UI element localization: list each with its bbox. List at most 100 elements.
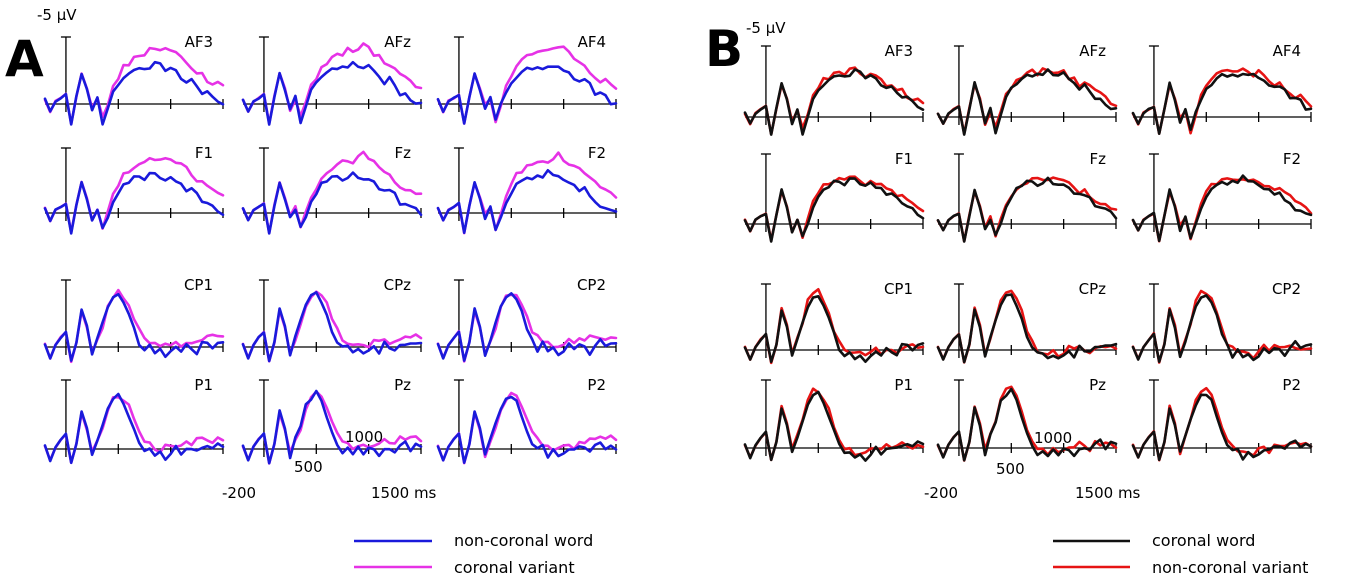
electrode-label: F1 <box>895 150 913 168</box>
electrode-plot-cp2: CP2 <box>1131 280 1313 364</box>
trace-posterior-non-coronal-word <box>241 291 423 363</box>
panel-letter-b: B <box>705 20 743 78</box>
panel-b-time-label-1000: 1000 <box>1034 429 1072 447</box>
electrode-label: AFz <box>1079 42 1106 60</box>
panel-b-amplitude-label: -5 µV <box>746 19 786 37</box>
electrode-label: CPz <box>1079 280 1107 298</box>
trace-frontal-non-coronal-word <box>241 171 423 235</box>
electrode-plot-cp1: CP1 <box>43 276 225 364</box>
electrode-plot-p2: P2 <box>1131 376 1313 462</box>
panel-b-time-label-start: -200 <box>924 484 958 502</box>
electrode-label: CP1 <box>184 276 213 294</box>
electrode-plot-fz: Fz <box>936 150 1118 243</box>
electrode-plot-af3: AF3 <box>43 33 225 126</box>
trace-posterior-coronal-word <box>936 387 1118 462</box>
trace-frontal-non-coronal-variant <box>936 176 1118 243</box>
electrode-plot-fz: Fz <box>241 144 423 235</box>
electrode-plot-f1: F1 <box>743 150 925 243</box>
electrode-plot-cpz: CPz <box>241 276 423 363</box>
electrode-label: Fz <box>394 144 411 162</box>
electrode-label: P2 <box>1282 376 1301 394</box>
electrode-label: CPz <box>384 276 412 294</box>
panel-a-legend: non-coronal word coronal variant <box>354 531 593 577</box>
electrode-plot-af4: AF4 <box>436 33 618 125</box>
panel-a-time-label-1000: 1000 <box>345 428 383 446</box>
trace-frontal-non-coronal-word <box>436 65 618 125</box>
electrode-plot-afz: AFz <box>241 33 423 126</box>
electrode-plot-f1: F1 <box>43 144 225 235</box>
panel-a-amplitude-label: -5 µV <box>37 6 77 24</box>
legend-b-label-1: non-coronal variant <box>1152 558 1308 577</box>
trace-posterior-non-coronal-word <box>436 395 618 464</box>
electrode-label: CP2 <box>577 276 606 294</box>
electrode-label: AF4 <box>578 33 606 51</box>
trace-frontal-coronal-word <box>936 176 1118 243</box>
legend-a-label-1: coronal variant <box>454 558 575 577</box>
trace-posterior-non-coronal-variant <box>743 288 925 365</box>
electrode-plot-af3: AF3 <box>743 42 925 136</box>
electrode-label: F2 <box>588 144 606 162</box>
electrode-label: P2 <box>587 376 606 394</box>
panel-b-time-label-end: 1500 ms <box>1075 484 1141 502</box>
trace-posterior-non-coronal-variant <box>743 387 925 462</box>
electrode-plot-p1: P1 <box>743 376 925 462</box>
trace-frontal-coronal-word <box>1131 174 1313 243</box>
electrode-label: AFz <box>384 33 411 51</box>
trace-frontal-non-coronal-word <box>43 171 225 235</box>
trace-frontal-non-coronal-word <box>436 169 618 234</box>
trace-frontal-non-coronal-variant <box>1131 177 1313 243</box>
electrode-label: AF3 <box>885 42 913 60</box>
electrode-label: F1 <box>195 144 213 162</box>
trace-posterior-non-coronal-variant <box>1131 289 1313 364</box>
electrode-plot-af4: AF4 <box>1131 42 1313 135</box>
electrode-label: Pz <box>394 376 411 394</box>
electrode-plot-p2: P2 <box>436 376 618 465</box>
trace-frontal-non-coronal-word <box>43 60 225 126</box>
electrode-label: P1 <box>894 376 913 394</box>
panel-b-legend: coronal word non-coronal variant <box>1053 531 1308 577</box>
trace-posterior-non-coronal-word <box>436 292 618 362</box>
panel-a-time-label-end: 1500 ms <box>371 484 437 502</box>
legend-a-label-0: non-coronal word <box>454 531 593 550</box>
electrode-label: CP2 <box>1272 280 1301 298</box>
electrode-plot-cp2: CP2 <box>436 276 618 363</box>
electrode-label: AF4 <box>1273 42 1301 60</box>
trace-posterior-coronal-word <box>1131 294 1313 363</box>
trace-posterior-coronal-word <box>1131 393 1313 462</box>
panel-b-plots: AF3 AFz AF4 F1 Fz F2 CP1 CPz CP2 P1 Pz P2 <box>743 42 1313 462</box>
electrode-plot-pz: Pz <box>936 376 1118 462</box>
electrode-label: F2 <box>1283 150 1301 168</box>
trace-posterior-non-coronal-word <box>43 292 225 362</box>
panel-a-time-label-500: 500 <box>294 458 323 476</box>
trace-frontal-coronal-word <box>936 68 1118 136</box>
electrode-label: CP1 <box>884 280 913 298</box>
electrode-plot-cpz: CPz <box>936 280 1118 364</box>
panel-a-plots: AF3 AFz AF4 F1 Fz F2 CP1 CPz CP2 P1 Pz P2 <box>43 33 618 465</box>
panel-a-time-label-start: -200 <box>222 484 256 502</box>
trace-frontal-non-coronal-variant <box>1131 67 1313 135</box>
trace-frontal-non-coronal-variant <box>743 175 925 242</box>
electrode-plot-p1: P1 <box>43 376 225 465</box>
trace-frontal-non-coronal-word <box>241 60 423 126</box>
trace-posterior-non-coronal-word <box>43 392 225 465</box>
trace-posterior-non-coronal-word <box>241 389 423 465</box>
electrode-plot-pz: Pz <box>241 376 423 465</box>
electrode-label: Fz <box>1089 150 1106 168</box>
electrode-label: P1 <box>194 376 213 394</box>
panel-b-time-label-500: 500 <box>996 460 1025 478</box>
legend-b-label-0: coronal word <box>1152 531 1255 550</box>
trace-frontal-coronal-word <box>743 68 925 136</box>
trace-frontal-coronal-variant <box>436 45 618 125</box>
electrode-plot-f2: F2 <box>436 144 618 235</box>
trace-frontal-coronal-word <box>1131 72 1313 135</box>
electrode-plot-f2: F2 <box>1131 150 1313 243</box>
panel-letter-a: A <box>5 30 44 88</box>
electrode-label: Pz <box>1089 376 1106 394</box>
electrode-label: AF3 <box>185 33 213 51</box>
trace-posterior-coronal-word <box>743 390 925 462</box>
trace-posterior-coronal-word <box>743 295 925 364</box>
trace-frontal-coronal-variant <box>43 156 225 234</box>
trace-posterior-coronal-word <box>936 293 1118 364</box>
trace-frontal-non-coronal-variant <box>936 67 1118 136</box>
